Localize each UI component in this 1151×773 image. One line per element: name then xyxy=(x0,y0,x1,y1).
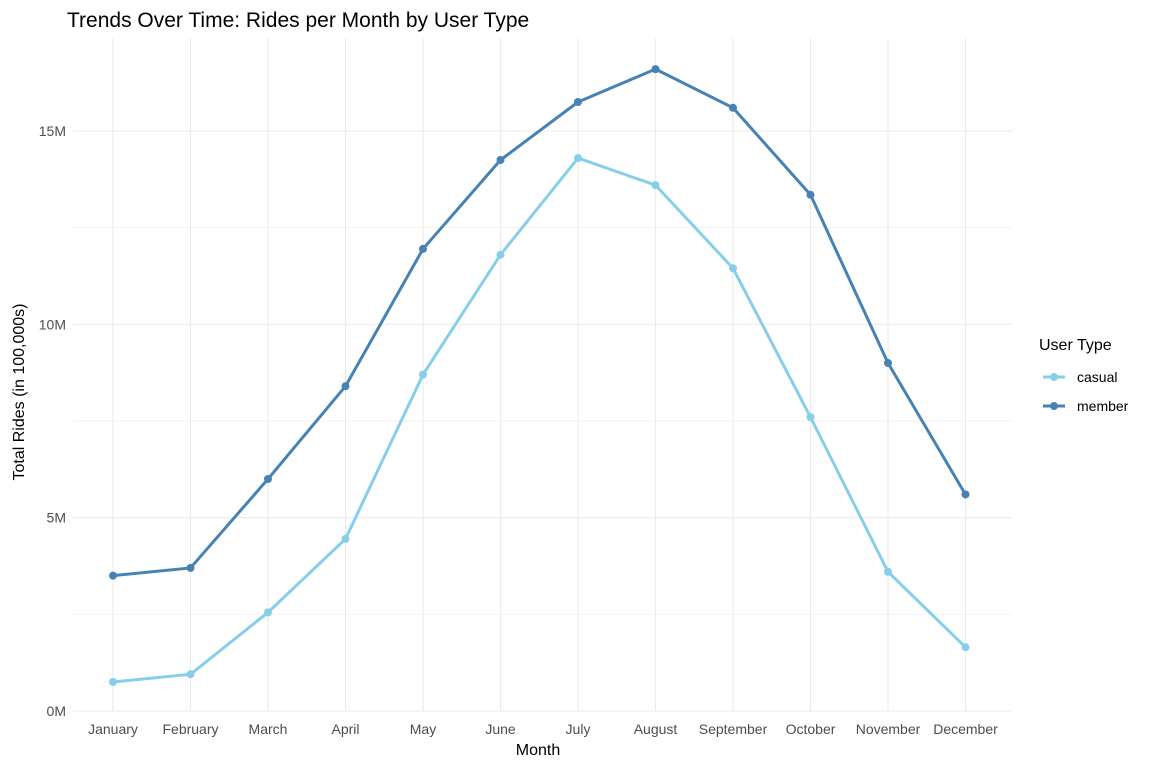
data-point-casual xyxy=(264,608,272,617)
x-tick-label: August xyxy=(634,721,678,737)
x-tick-label: May xyxy=(410,721,436,737)
series-points xyxy=(109,65,970,686)
x-tick-label: April xyxy=(331,721,359,737)
data-point-member xyxy=(341,382,350,391)
data-point-casual xyxy=(884,567,892,576)
data-point-casual xyxy=(186,670,195,679)
data-point-member xyxy=(729,103,737,112)
y-tick-label: 5M xyxy=(47,510,66,526)
y-tick-label: 15M xyxy=(39,123,66,139)
data-point-casual xyxy=(496,250,505,259)
legend: User Type casual member xyxy=(1039,337,1129,414)
x-axis-tick-labels: January February March April May June July Augu… xyxy=(88,721,998,737)
data-point-member xyxy=(574,98,582,106)
legend-title: User Type xyxy=(1039,337,1112,354)
x-tick-label: February xyxy=(162,721,218,737)
data-point-member xyxy=(264,475,272,483)
data-point-member xyxy=(806,190,815,199)
legend-items: casual member xyxy=(1043,369,1129,414)
x-tick-label: September xyxy=(699,721,768,737)
y-axis-tick-labels: 0M 5M 10M 15M xyxy=(39,123,66,719)
data-point-member xyxy=(109,571,117,580)
data-point-casual xyxy=(574,154,582,163)
data-point-member xyxy=(651,65,660,74)
chart-title: Trends Over Time: Rides per Month by Use… xyxy=(67,9,529,32)
data-point-casual xyxy=(419,370,427,379)
x-tick-label: October xyxy=(786,721,836,737)
y-axis-label: Total Rides (in 100,000s) xyxy=(11,304,28,481)
x-tick-label: December xyxy=(933,721,998,737)
series-lines xyxy=(111,67,967,684)
x-tick-label: January xyxy=(88,721,138,737)
data-point-casual xyxy=(109,678,117,686)
y-tick-label: 0M xyxy=(47,703,66,719)
data-point-member xyxy=(186,563,195,572)
legend-label-member: member xyxy=(1077,398,1129,414)
y-tick-label: 10M xyxy=(39,316,66,332)
data-point-member xyxy=(884,359,892,367)
data-point-member xyxy=(961,490,970,499)
data-point-casual xyxy=(651,181,660,190)
data-point-casual xyxy=(729,264,737,273)
x-tick-label: March xyxy=(249,721,288,737)
grid-minor xyxy=(73,227,1012,615)
x-axis-label: Month xyxy=(516,742,560,759)
data-point-casual xyxy=(341,534,350,543)
legend-label-casual: casual xyxy=(1077,369,1117,385)
series-line-casual xyxy=(111,156,967,684)
legend-key-point-member xyxy=(1050,402,1058,410)
data-point-member xyxy=(496,156,505,164)
data-point-member xyxy=(419,244,427,253)
data-point-casual xyxy=(806,413,815,422)
grid-major xyxy=(73,38,1012,712)
series-line-member xyxy=(111,67,967,578)
data-point-casual xyxy=(961,643,970,652)
x-tick-label: July xyxy=(566,721,591,737)
x-tick-label: November xyxy=(856,721,921,737)
x-tick-label: June xyxy=(485,721,516,737)
legend-key-point-casual xyxy=(1050,373,1058,381)
